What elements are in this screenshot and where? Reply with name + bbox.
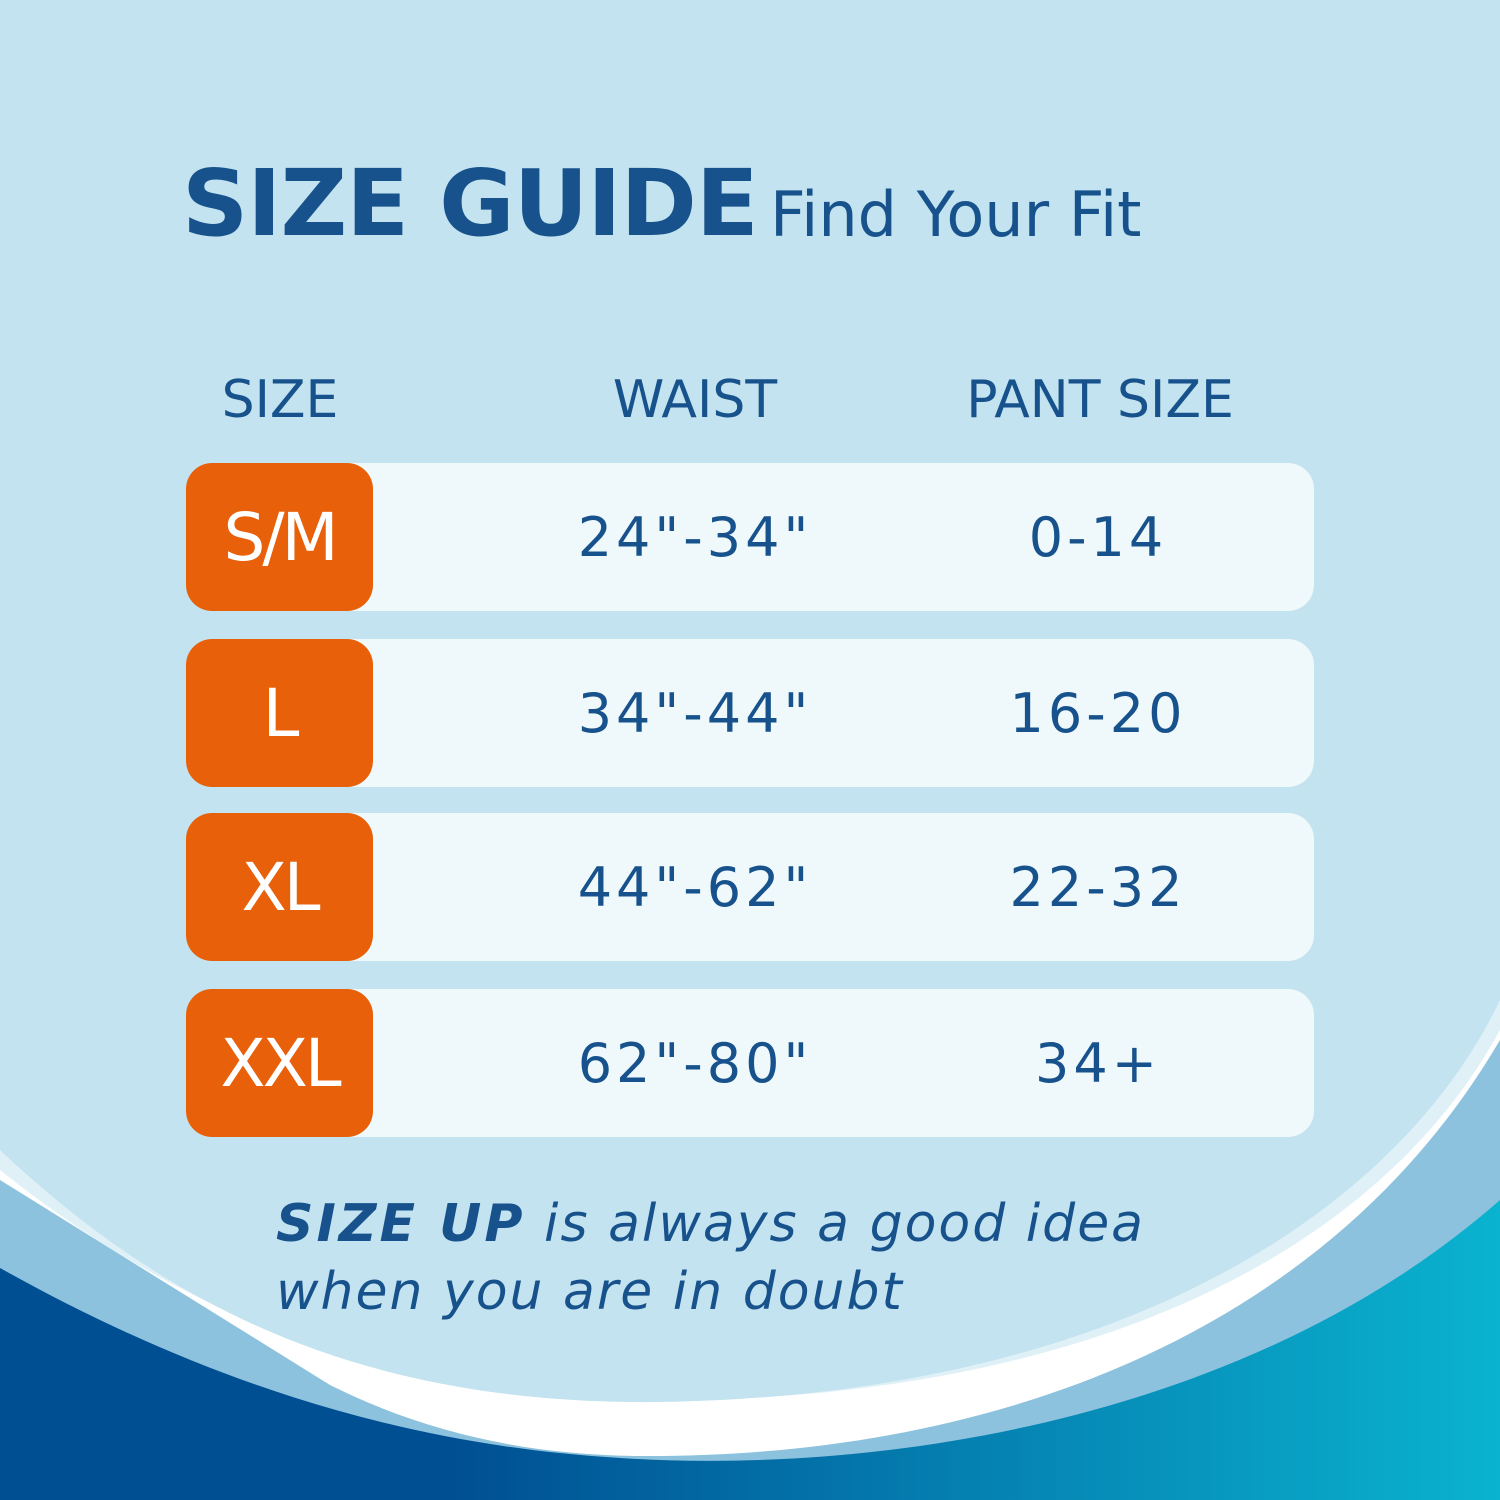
pant-size-value: 22-32	[1009, 855, 1187, 919]
column-header-pant-size: PANT SIZE	[966, 370, 1234, 430]
page-subtitle: Find Your Fit	[770, 178, 1142, 251]
waist-value: 34"-44"	[577, 681, 813, 745]
pant-size-value: 0-14	[1028, 505, 1168, 569]
waist-value: 44"-62"	[577, 855, 813, 919]
size-badge: XXL	[186, 989, 373, 1137]
page-title: SIZE GUIDE	[182, 150, 759, 257]
note-emphasis: SIZE UP	[276, 1194, 526, 1254]
table-row: XL 44"-62" 22-32	[186, 813, 1314, 961]
table-row: L 34"-44" 16-20	[186, 639, 1314, 787]
note-line1: is always a good idea	[525, 1194, 1146, 1254]
table-row: S/M 24"-34" 0-14	[186, 463, 1314, 611]
waist-value: 24"-34"	[577, 505, 813, 569]
column-header-waist: WAIST	[612, 370, 778, 430]
table-row: XXL 62"-80" 34+	[186, 989, 1314, 1137]
pant-size-value: 34+	[1035, 1031, 1161, 1095]
column-header-size: SIZE	[221, 370, 339, 430]
size-badge: L	[186, 639, 373, 787]
pant-size-value: 16-20	[1009, 681, 1187, 745]
waist-value: 62"-80"	[577, 1031, 813, 1095]
size-badge: XL	[186, 813, 373, 961]
note-line2: when you are in doubt	[276, 1262, 904, 1322]
size-badge: S/M	[186, 463, 373, 611]
size-up-note: SIZE UP is always a good idea when you a…	[276, 1190, 1145, 1326]
